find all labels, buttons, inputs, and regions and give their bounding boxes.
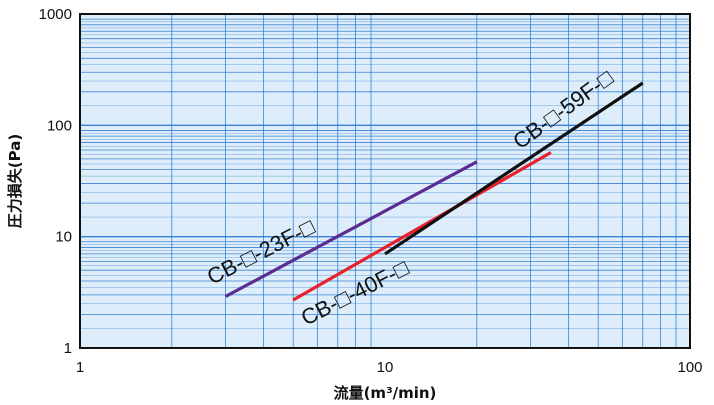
x-tick-label: 10: [377, 359, 394, 376]
y-tick-label: 10: [55, 229, 72, 246]
x-tick-label: 1: [76, 359, 84, 376]
series-lines: [224, 81, 644, 302]
series-line-0: [224, 160, 478, 298]
x-axis-label: 流量(m³/min): [334, 384, 437, 402]
plot-frame: [79, 13, 691, 349]
series-line-1: [292, 151, 552, 302]
plot-background: [80, 14, 690, 348]
tick-labels: 1 10 100 1 10 100 1000: [39, 6, 703, 376]
y-tick-label: 100: [47, 117, 72, 134]
series-line-2: [384, 81, 644, 256]
x-tick-label: 100: [677, 359, 702, 376]
grid-lines: [80, 14, 690, 349]
y-axis-label: 圧力損失(Pa): [6, 134, 24, 228]
y-tick-label: 1: [64, 340, 72, 357]
y-tick-label: 1000: [39, 6, 72, 23]
